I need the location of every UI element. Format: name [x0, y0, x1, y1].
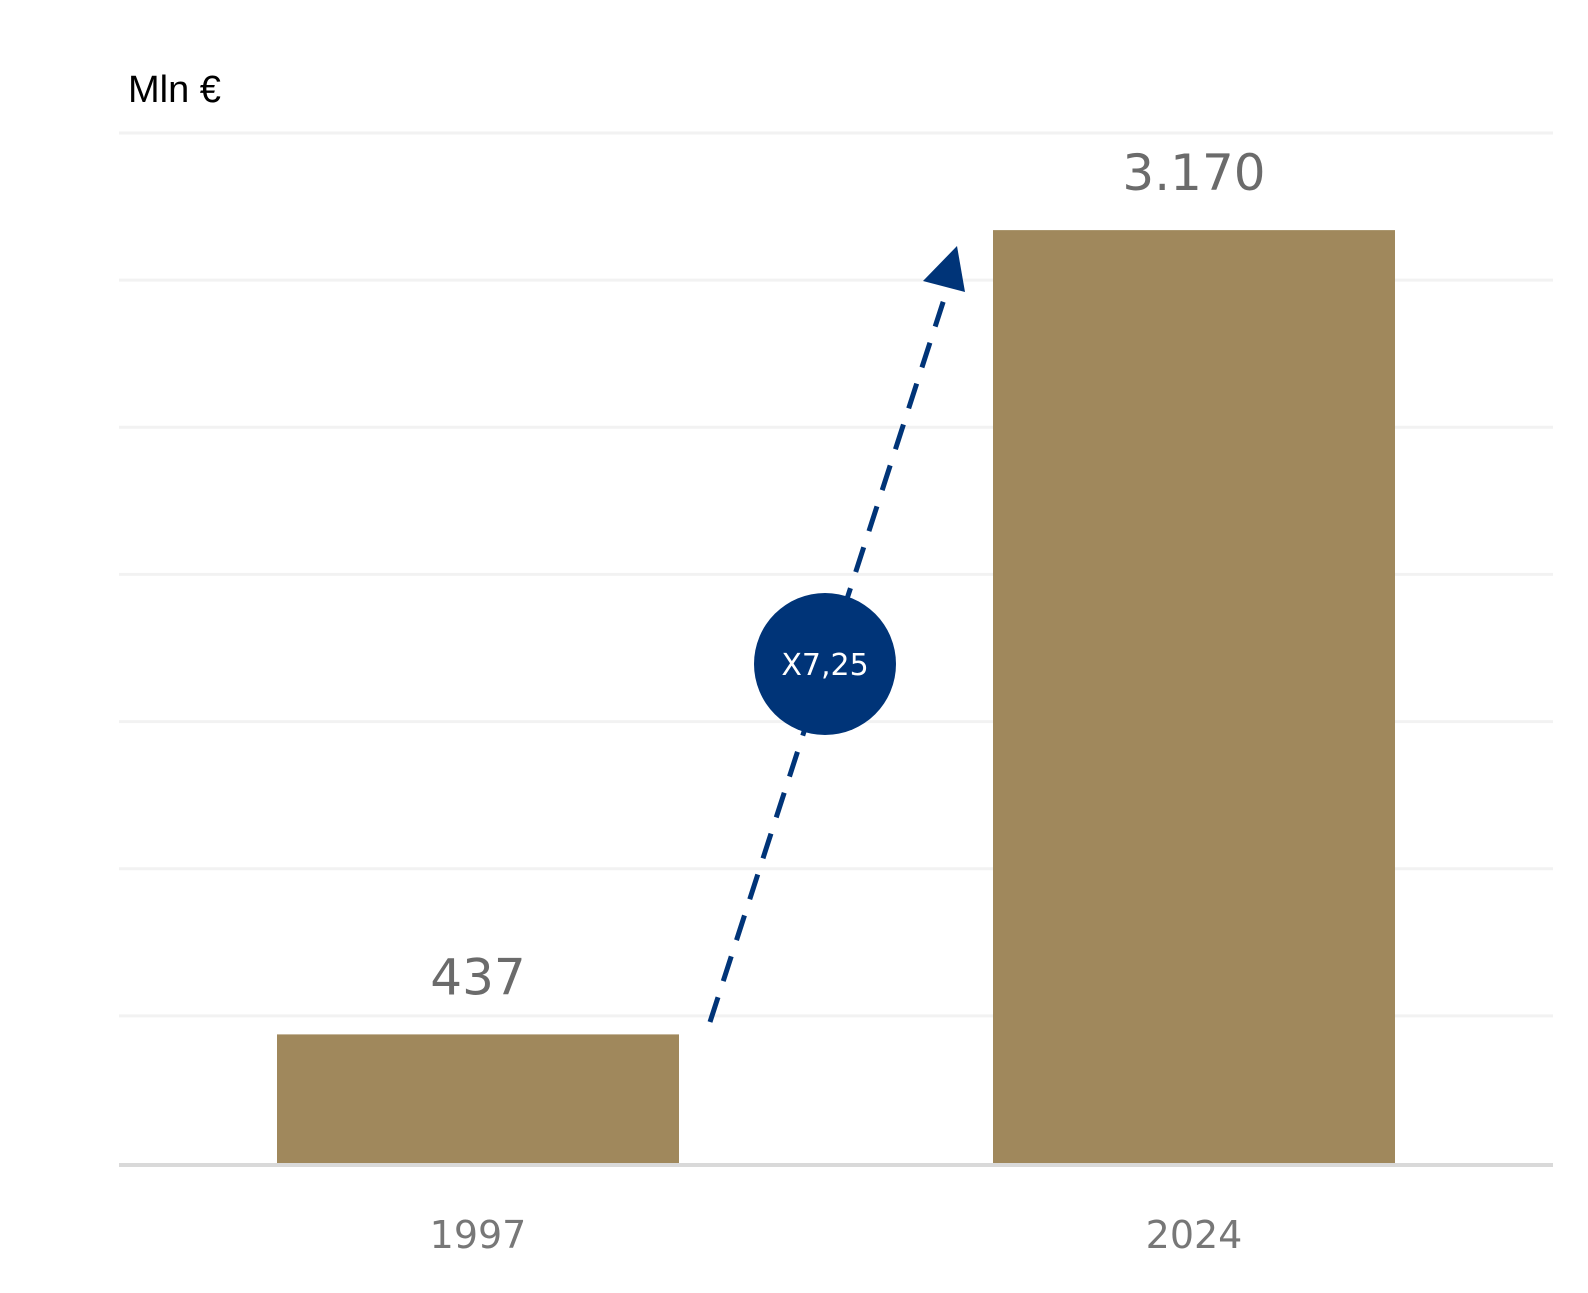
- growth-arrow-head: [923, 246, 965, 292]
- growth-annotation: X7,25: [707, 246, 965, 1023]
- labels: 437 1997 3.170 2024: [430, 144, 1266, 1257]
- growth-badge: [754, 593, 896, 735]
- x-tick-label-1997: 1997: [430, 1213, 527, 1257]
- x-tick-label-2024: 2024: [1146, 1213, 1243, 1257]
- data-label-1997: 437: [430, 948, 525, 1006]
- data-label-2024: 3.170: [1122, 144, 1265, 202]
- growth-badge-label: X7,25: [781, 648, 868, 683]
- bars: [277, 230, 1395, 1164]
- bar-1997: [277, 1034, 679, 1163]
- bar-2024: [993, 230, 1395, 1164]
- y-axis-unit-label: Mln €: [128, 69, 221, 111]
